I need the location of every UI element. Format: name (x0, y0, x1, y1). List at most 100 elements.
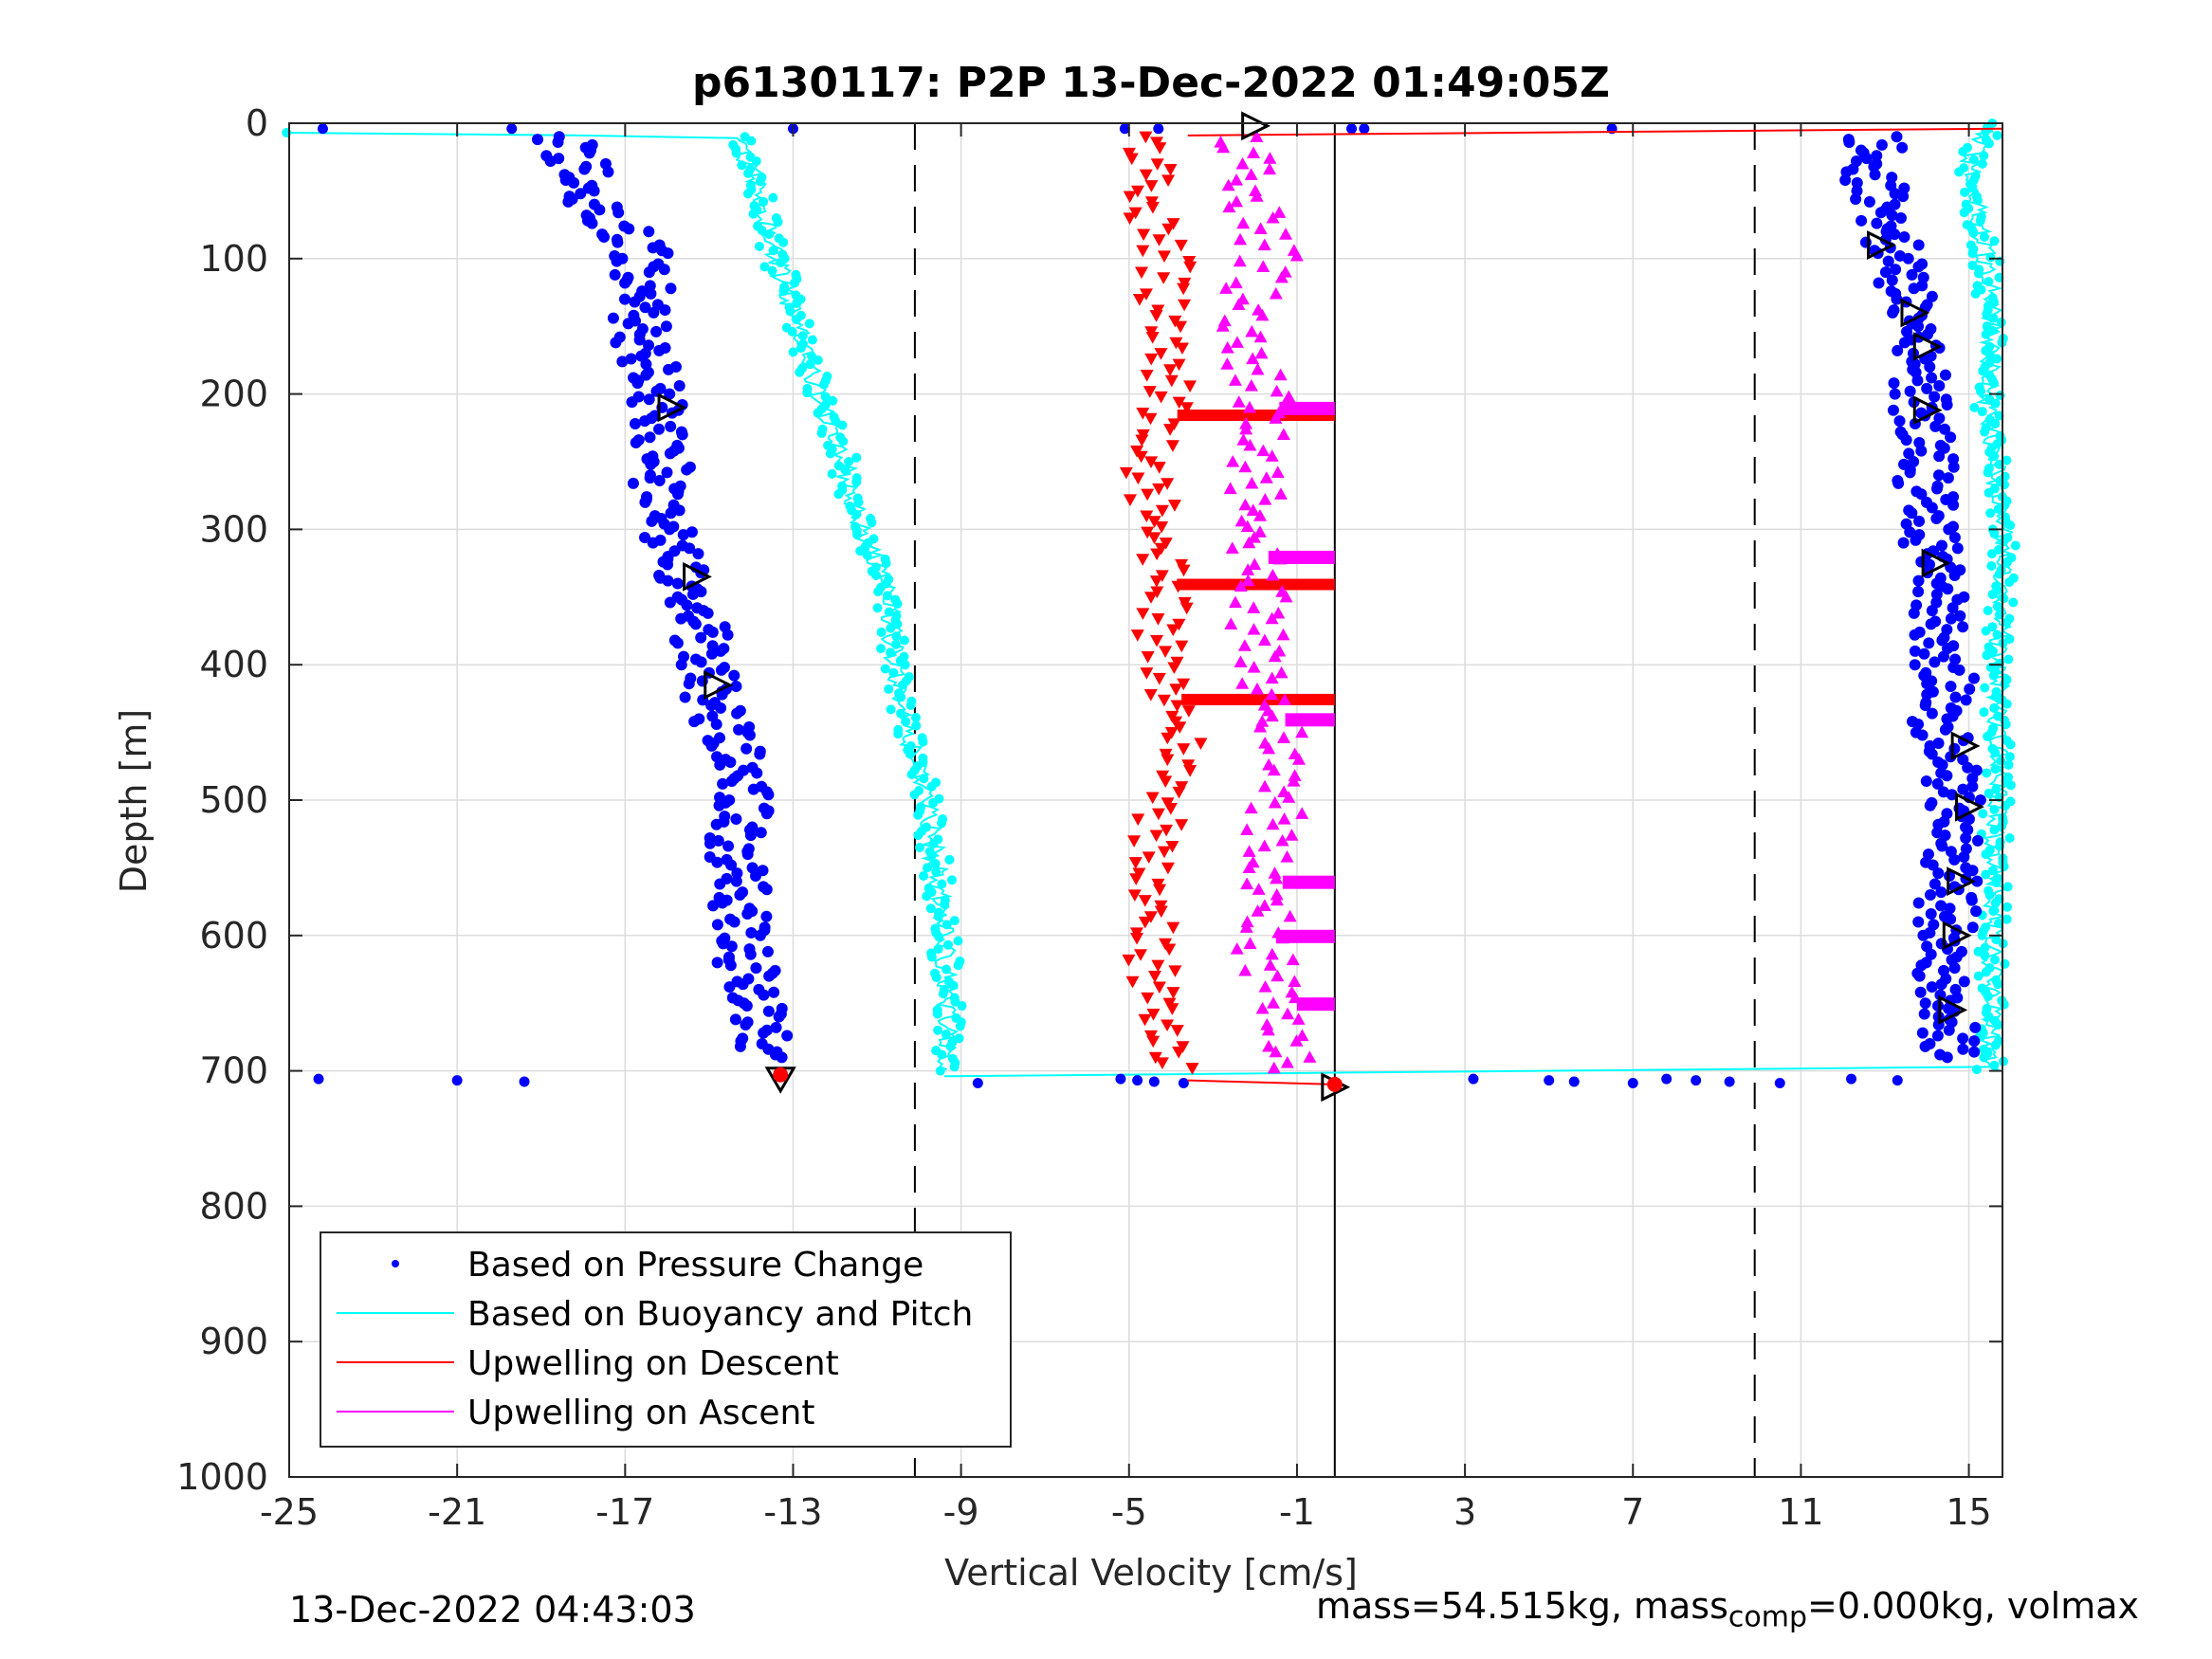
descent-marker (1141, 526, 1155, 539)
descent-marker (1185, 1063, 1199, 1075)
buoyancy-point (1983, 992, 1993, 1002)
descent-marker (1151, 613, 1165, 626)
pressure-point (683, 678, 695, 690)
pressure-point (664, 523, 676, 536)
pressure-point (1874, 207, 1887, 219)
pressure-point (717, 777, 729, 790)
buoyancy-point (2002, 882, 2013, 892)
pressure-point (1945, 431, 1957, 444)
ascent-marker (1282, 791, 1296, 803)
pressure-point (659, 304, 671, 317)
buoyancy-point (886, 623, 896, 633)
descent-marker (1172, 1047, 1186, 1059)
buoyancy-point (813, 408, 823, 418)
pressure-point (1966, 773, 1979, 785)
pressure-point (625, 353, 637, 365)
y-axis-label: Depth [m] (113, 709, 155, 894)
ascent-marker (1228, 374, 1242, 386)
turn-marker (1241, 111, 1271, 141)
pressure-point (653, 344, 666, 356)
descent-band (1177, 578, 1335, 591)
buoyancy-point (1959, 208, 1969, 218)
pressure-point (1941, 1051, 1953, 1064)
buoyancy-point (748, 209, 759, 219)
descent-marker (1159, 775, 1173, 789)
pressure-point (1148, 1076, 1160, 1087)
descent-marker (1138, 1013, 1152, 1027)
y-tick-label: 900 (199, 1321, 268, 1362)
buoyancy-point (897, 680, 907, 690)
turn-marker (1867, 230, 1896, 260)
descent-marker (1163, 364, 1178, 376)
ascent-marker (1238, 963, 1252, 976)
ascent-marker (1262, 1039, 1276, 1052)
pressure-point (1918, 1008, 1930, 1020)
ascent-marker (1235, 156, 1250, 170)
descent-marker (1124, 153, 1139, 166)
ascent-marker (1245, 324, 1259, 337)
pressure-point (1931, 777, 1944, 790)
turn-marker (1912, 332, 1943, 362)
ascent-marker (1236, 433, 1251, 446)
pressure-point (662, 574, 674, 587)
pressure-point (1946, 789, 1958, 801)
buoyancy-point (737, 160, 747, 171)
descent-marker (1152, 234, 1166, 246)
ascent-marker (1285, 829, 1299, 841)
pressure-point (1912, 261, 1925, 273)
pressure-point (1966, 921, 1979, 934)
descent-marker (1143, 412, 1158, 426)
pressure-point (706, 640, 719, 652)
descent-marker (1172, 358, 1186, 372)
buoyancy-point (1983, 467, 1993, 478)
pressure-point (671, 577, 684, 590)
buoyancy-point (941, 1030, 951, 1040)
pressure-point (1889, 228, 1901, 241)
pressure-point (1897, 191, 1910, 203)
pressure-point (730, 812, 742, 825)
pressure-point (1902, 252, 1914, 264)
pressure-point (602, 166, 614, 178)
pressure-point (1924, 799, 1936, 811)
pressure-point (622, 318, 634, 330)
ascent-marker (1258, 492, 1272, 505)
descent-marker (1177, 678, 1191, 691)
buoyancy-point (1993, 979, 2003, 990)
pressure-point (1891, 131, 1903, 143)
ascent-marker (1255, 1001, 1270, 1014)
pressure-point (671, 637, 684, 649)
descent-marker (1170, 700, 1184, 713)
pressure-point (1942, 472, 1954, 484)
pressure-point (671, 488, 684, 501)
descent-marker (1157, 694, 1171, 707)
buoyancy-point (896, 708, 906, 719)
pressure-point (773, 1011, 785, 1023)
buoyancy-point (1989, 528, 2000, 538)
ascent-marker (1262, 757, 1276, 771)
buoyancy-point (1993, 1020, 2003, 1030)
pressure-point (1974, 794, 1986, 806)
pressure-point (737, 978, 749, 991)
ascent-marker (1276, 428, 1290, 441)
pressure-point (1886, 210, 1898, 222)
legend-label: Upwelling on Descent (467, 1344, 839, 1383)
ascent-marker (1288, 769, 1302, 781)
turn-marker (1900, 298, 1930, 328)
pressure-point (1913, 515, 1926, 527)
descent-marker (1140, 370, 1154, 382)
pressure-point (1627, 1077, 1638, 1088)
descent-band (1181, 693, 1335, 705)
pressure-point (702, 607, 714, 619)
ascent-marker (1267, 1061, 1281, 1074)
pressure-point (1931, 1030, 1944, 1042)
pressure-point (1921, 678, 1933, 690)
pressure-point (1945, 913, 1957, 925)
pressure-point (741, 848, 754, 861)
pressure-point (1926, 372, 1938, 384)
buoyancy-point (1989, 825, 2000, 835)
pressure-point (714, 758, 726, 771)
descent-marker (1183, 764, 1197, 777)
pressure-point (1966, 865, 1979, 877)
descent-marker (1167, 500, 1181, 512)
buoyancy-point (764, 229, 775, 240)
